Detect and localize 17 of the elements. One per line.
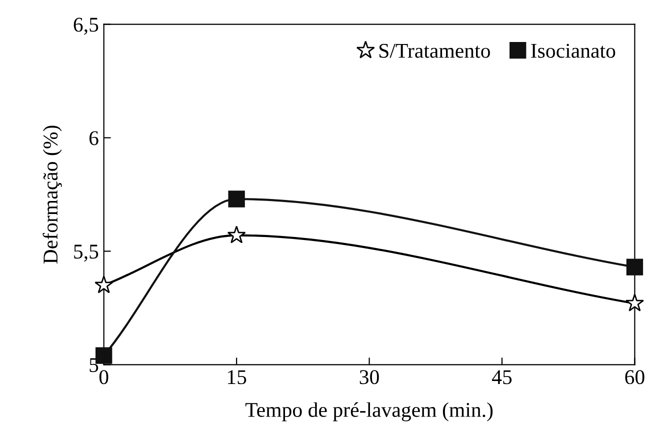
legend-label: S/Tratamento — [380, 44, 490, 58]
point — [228, 190, 245, 208]
x-tick-label: 15 — [228, 370, 246, 384]
x-tick-label: 45 — [492, 370, 512, 384]
legend-label: Isocianato — [531, 44, 616, 58]
y-axis-title: Deformação (%) — [42, 126, 62, 264]
point — [626, 258, 644, 276]
x-tick-label: 30 — [360, 370, 379, 384]
y-tick-label: 5,5 — [74, 244, 98, 262]
x-axis-title: Tempo de pré-lavagem (min.) — [245, 402, 493, 422]
point — [227, 226, 246, 244]
x-tick-label: 60 — [625, 370, 644, 384]
point — [94, 276, 114, 294]
point — [625, 294, 644, 312]
x-tick-label: 0 — [99, 370, 108, 384]
y-tick-label: 6,5 — [74, 18, 98, 35]
y-tick-label: 6 — [89, 131, 98, 146]
